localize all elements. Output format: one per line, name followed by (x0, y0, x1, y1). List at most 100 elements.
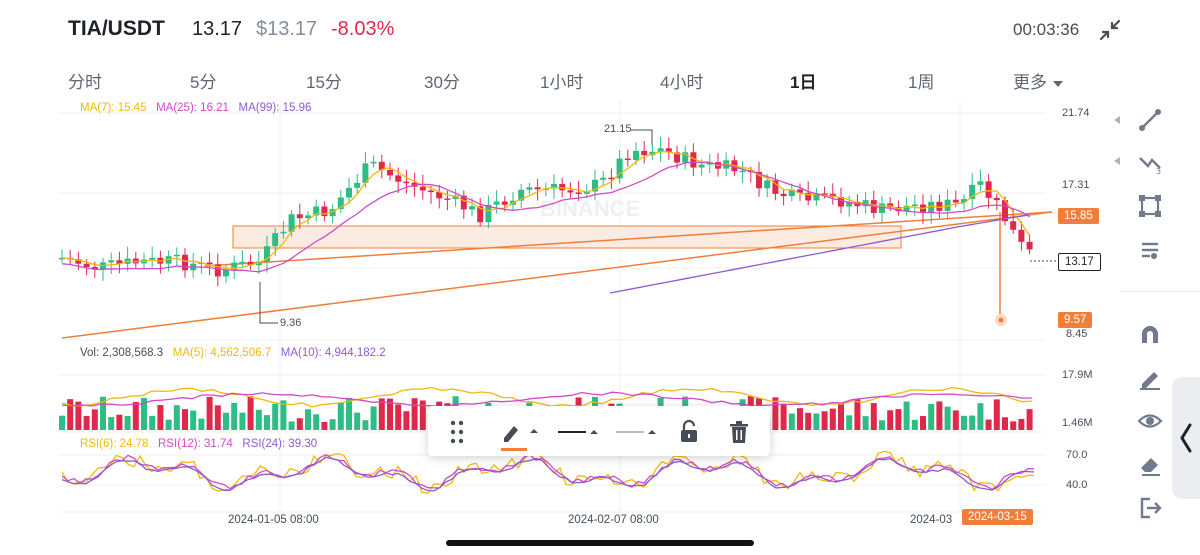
candle-body (321, 206, 328, 217)
candle-body (829, 193, 836, 197)
rsi12-legend: RSI(12): 31.74 (158, 438, 233, 450)
tab-more[interactable]: 更多 (1013, 68, 1063, 93)
tab-5m[interactable]: 5分 (190, 73, 217, 92)
volume-bar (378, 398, 385, 430)
drawn-rectangle[interactable] (232, 225, 902, 249)
volume-bar (59, 415, 65, 430)
candle-body (641, 150, 648, 156)
candle-body (1010, 221, 1017, 230)
volume-bar (911, 419, 918, 430)
candle-body (649, 151, 656, 156)
volume-bar (231, 402, 238, 430)
price-change: -8.03% (331, 18, 395, 40)
tab-30m[interactable]: 30分 (424, 73, 460, 92)
trend-line[interactable] (61, 211, 1053, 339)
candle-body (887, 203, 894, 208)
candle-body (797, 189, 803, 193)
caret-left-icon-2[interactable] (1114, 157, 1120, 165)
candle-body (739, 170, 746, 173)
drawer-toggle[interactable] (1172, 377, 1200, 499)
tab-1h[interactable]: 1小时 (540, 73, 584, 92)
volume-bar (247, 396, 254, 430)
volume-bar (255, 409, 262, 430)
vol-legend: Vol: 2,308,568.3 (80, 347, 164, 359)
tab-15m[interactable]: 15分 (306, 73, 342, 92)
candle-body (460, 195, 467, 210)
rsi24-line (61, 456, 1035, 492)
pen-color-icon[interactable] (500, 418, 540, 451)
candle-body (403, 181, 410, 184)
tab-time[interactable]: 分时 (68, 73, 102, 92)
candle-body (378, 161, 385, 170)
volume-bar (403, 411, 410, 430)
price-tag-orange[interactable]: 15.85 (1058, 208, 1099, 224)
magnet-icon[interactable] (1136, 321, 1164, 349)
volume-bar (879, 420, 885, 430)
exit-icon[interactable] (1136, 494, 1164, 522)
volume-bar (280, 400, 287, 430)
tab-4h[interactable]: 4小时 (660, 73, 704, 92)
candle-body (272, 233, 279, 247)
candle-body (436, 191, 443, 199)
candle-body (75, 259, 82, 264)
candle-body (296, 214, 303, 219)
volume-bar (870, 403, 877, 430)
candle-body (616, 158, 623, 179)
rsi6-legend: RSI(6): 24.78 (80, 438, 149, 450)
line-width-icon[interactable] (614, 418, 660, 446)
candle-body (583, 191, 590, 194)
candle-body (985, 181, 992, 198)
candle-body (608, 177, 615, 180)
candle-body (575, 192, 582, 194)
tab-1d[interactable]: 1日 (790, 73, 817, 92)
volume-bar (952, 410, 959, 430)
candle-body (1026, 241, 1033, 250)
settings-tool-icon[interactable] (1136, 236, 1164, 264)
candle-body (756, 171, 762, 189)
line-tool-icon[interactable] (1136, 106, 1164, 134)
chart-canvas[interactable]: BINANCE (0, 95, 1110, 535)
trash-icon[interactable] (728, 418, 750, 446)
collapse-arrows-icon[interactable] (1098, 18, 1122, 42)
candle-body (346, 187, 352, 198)
caret-left-icon[interactable] (1114, 116, 1120, 124)
candle-body (354, 182, 361, 188)
eye-icon[interactable] (1136, 407, 1164, 435)
ma99-legend: MA(99): 15.96 (238, 102, 312, 114)
candle-body (231, 262, 238, 270)
low-label: 9.36 (280, 317, 302, 329)
volume-bar (419, 400, 426, 430)
unlock-icon[interactable] (678, 418, 700, 446)
volume-bar (173, 405, 180, 430)
line-style-icon[interactable] (556, 418, 602, 446)
eraser-icon[interactable] (1136, 450, 1164, 478)
volume-bar (969, 415, 976, 430)
rectangle-tool-icon[interactable] (1136, 192, 1164, 220)
candle-body (567, 190, 574, 193)
fib-tool-icon[interactable]: 3 (1136, 148, 1164, 176)
candle-body (805, 192, 812, 201)
sidebar-divider (1120, 291, 1200, 292)
volume-bar (165, 419, 172, 430)
volume-bar (944, 406, 951, 430)
tab-1w[interactable]: 1周 (908, 73, 935, 92)
volume-bar (354, 412, 361, 430)
candle-body (477, 206, 484, 223)
ma7-line (61, 150, 1031, 269)
candle-body (674, 152, 680, 163)
candle-body (624, 158, 631, 161)
low-price-tag[interactable]: 9.57 (1058, 312, 1093, 328)
rsi-lines (61, 450, 1035, 494)
volume-bar (772, 397, 779, 430)
home-indicator[interactable] (446, 540, 754, 546)
grid-handle-icon[interactable] (448, 418, 466, 446)
pencil-eraser-icon[interactable] (1136, 364, 1164, 392)
candle-body (362, 163, 369, 183)
candle-body (337, 197, 344, 210)
trend-line-2[interactable] (204, 211, 1053, 267)
volume-bar (100, 396, 106, 430)
volume-bar (846, 415, 853, 430)
high-label: 21.15 (604, 123, 632, 135)
volume-bar (854, 399, 861, 430)
candle-body (559, 184, 566, 191)
